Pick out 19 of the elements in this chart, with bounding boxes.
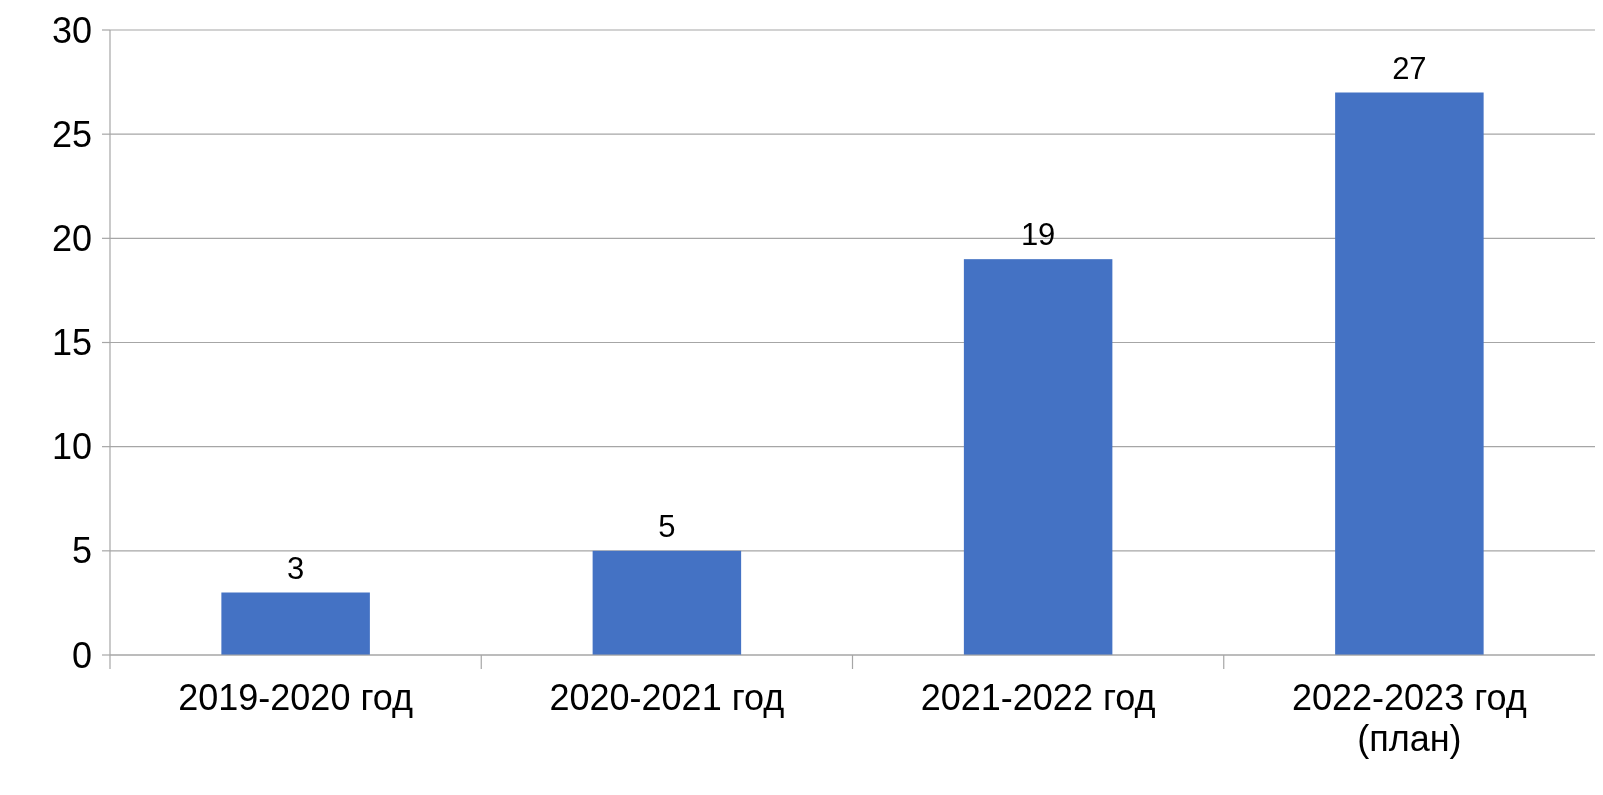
y-tick-label: 0 — [71, 634, 92, 676]
x-tick-label: 2021-2022 год — [920, 677, 1156, 718]
data-label: 27 — [1392, 50, 1427, 86]
y-tick-label: 30 — [51, 9, 92, 51]
bar — [221, 592, 370, 655]
bar — [592, 550, 742, 655]
y-tick-label: 5 — [71, 530, 92, 572]
y-tick-label: 25 — [51, 113, 92, 155]
x-tick-label: 2022-2023 год (план) — [1292, 677, 1527, 760]
data-label: 3 — [287, 550, 305, 586]
y-tick-label: 10 — [51, 426, 92, 468]
x-tick-label: 2019-2020 год — [178, 677, 413, 718]
x-tick-label: 2020-2021 год — [549, 677, 785, 718]
bar — [1335, 92, 1484, 655]
data-label: 19 — [1020, 217, 1056, 253]
y-tick-label: 20 — [51, 217, 92, 259]
bar — [963, 259, 1113, 655]
y-tick-label: 15 — [51, 322, 92, 364]
data-label: 5 — [658, 508, 676, 544]
